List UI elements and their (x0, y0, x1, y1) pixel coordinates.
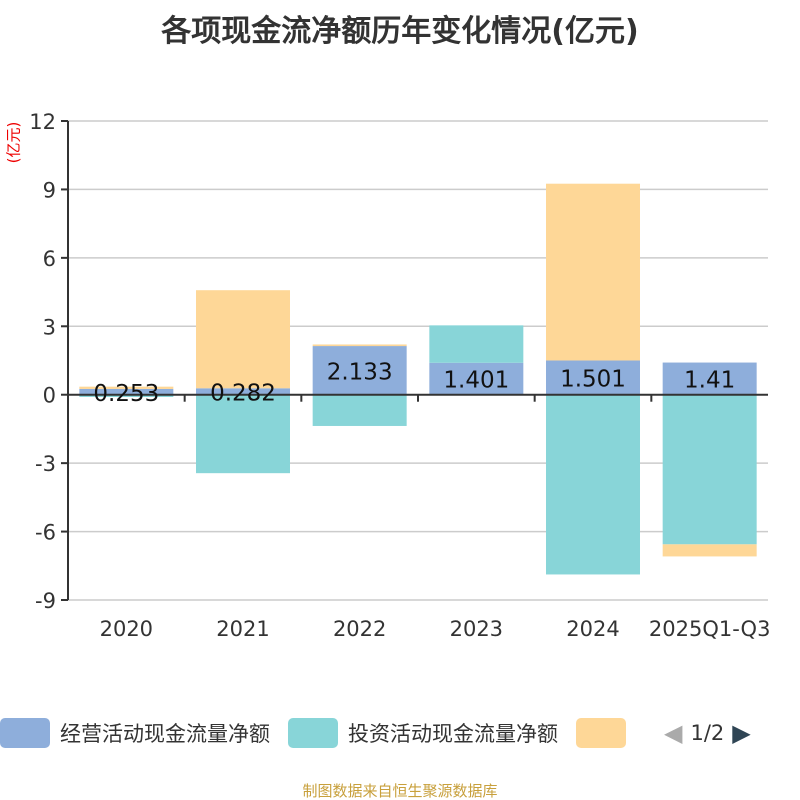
legend-swatch (0, 718, 50, 748)
y-tick-label: 12 (29, 110, 56, 134)
y-tick-label: -6 (35, 521, 56, 545)
chart-title: 各项现金流净额历年变化情况(亿元) (161, 14, 639, 49)
x-tick-label: 2023 (450, 617, 503, 641)
legend-next-icon[interactable]: ▶ (732, 719, 751, 747)
x-tick-label: 2021 (216, 617, 269, 641)
legend: 经营活动现金流量净额 投资活动现金流量净额 ◀ 1/2 ▶ (0, 718, 751, 748)
y-tick-label: -3 (35, 452, 56, 476)
bar-1 (662, 362, 757, 395)
legend-label: 经营活动现金流量净额 (60, 722, 270, 746)
y-tick-label: 6 (43, 247, 56, 271)
y-tick-label: -9 (35, 589, 56, 613)
bar-1 (79, 388, 174, 395)
bar-2 (429, 325, 524, 363)
bar-3 (546, 183, 640, 361)
legend-page: 1/2 (690, 721, 725, 745)
bar-1 (312, 346, 407, 395)
source-note: 制图数据来自恒生聚源数据库 (302, 782, 498, 800)
bar-2 (546, 394, 640, 575)
x-tick-label: 2022 (333, 617, 386, 641)
legend-swatch (288, 718, 338, 748)
x-tick-label: 2025Q1-Q3 (649, 617, 771, 641)
data-label: 1.401 (443, 368, 509, 394)
bar-2 (196, 394, 290, 474)
bar-3 (662, 544, 757, 557)
bar-3 (312, 344, 407, 347)
bar-1 (429, 362, 524, 395)
x-tick-label: 2024 (566, 617, 619, 641)
bar-1 (196, 388, 290, 395)
bar-2 (79, 394, 174, 397)
legend-prev-icon[interactable]: ◀ (664, 719, 683, 747)
bar-2 (312, 394, 407, 426)
legend-label: 投资活动现金流量净额 (348, 722, 558, 746)
legend-item-financing[interactable] (576, 718, 646, 748)
bar-3 (79, 386, 174, 389)
data-label: 1.41 (684, 368, 735, 394)
y-tick-label: 0 (43, 384, 56, 408)
legend-swatch (576, 718, 626, 748)
data-label: 1.501 (560, 367, 626, 393)
bar-3 (196, 290, 290, 389)
x-tick-label: 2020 (100, 617, 153, 641)
data-label: 0.253 (93, 381, 159, 407)
data-label: 0.282 (210, 380, 276, 406)
data-label: 2.133 (327, 359, 393, 385)
bar-2 (662, 394, 757, 545)
bar-1 (546, 360, 640, 395)
legend-item-investing[interactable]: 投资活动现金流量净额 (288, 718, 558, 748)
y-tick-label: 3 (43, 315, 56, 339)
y-tick-label: 9 (43, 178, 56, 202)
legend-item-operating[interactable]: 经营活动现金流量净额 (0, 718, 270, 748)
